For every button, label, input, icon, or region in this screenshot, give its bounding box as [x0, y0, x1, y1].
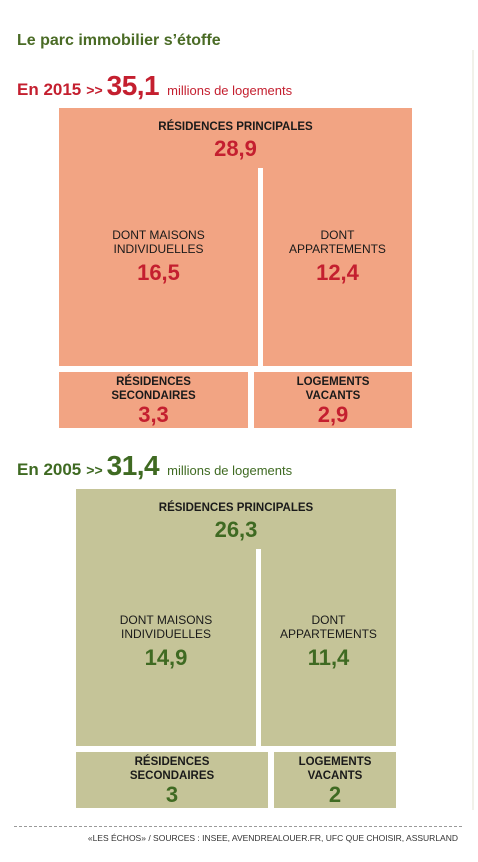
value-2005-principales: 26,3	[214, 517, 258, 542]
dashed-separator	[14, 826, 462, 827]
unit-2005: millions de logements	[167, 463, 293, 478]
unit-2015: millions de logements	[167, 83, 293, 98]
year-label-2005: En 2005	[17, 460, 82, 479]
value-2015-appartements: 12,4	[316, 260, 359, 285]
label-2005-secondaires-1: RÉSIDENCES	[134, 756, 210, 768]
block-2015-maisons: DONT MAISONS INDIVIDUELLES 16,5	[59, 228, 258, 308]
year-label-2015: En 2015	[17, 80, 82, 99]
block-2005-secondaires: RÉSIDENCES SECONDAIRES 3	[76, 752, 268, 808]
label-2005-maisons-2: INDIVIDUELLES	[120, 627, 212, 641]
value-2005-maisons: 14,9	[144, 645, 188, 670]
value-2015-vacants: 2,9	[317, 402, 349, 427]
label-2015-appartements-2: APPARTEMENTS	[289, 242, 386, 256]
value-2005-vacants: 2	[328, 782, 342, 807]
label-2015-secondaires-2: SECONDAIRES	[111, 390, 196, 402]
source-credit: «LES ÉCHOS» / SOURCES : INSEE, AVENDREAL…	[87, 833, 458, 843]
block-2015-vacants: LOGEMENTS VACANTS 2,9	[254, 372, 412, 428]
value-2005-secondaires: 3	[165, 782, 179, 807]
label-2005-maisons-1: DONT MAISONS	[119, 613, 213, 627]
label-2015-maisons-1: DONT MAISONS	[112, 228, 205, 242]
label-2005-appartements-1: DONT	[311, 613, 346, 627]
label-2005-vacants-1: LOGEMENTS	[298, 756, 372, 768]
label-2005-principales: RÉSIDENCES PRINCIPALES	[158, 502, 314, 514]
block-2005-vacants: LOGEMENTS VACANTS 2	[274, 752, 396, 808]
separator-2005: >>	[86, 462, 103, 478]
divider-2015-principales	[258, 168, 263, 366]
label-2015-principales: RÉSIDENCES PRINCIPALES	[158, 121, 313, 133]
label-2015-appartements-1: DONT	[320, 228, 355, 242]
label-2015-secondaires-1: RÉSIDENCES	[116, 376, 191, 388]
separator-2015: >>	[86, 82, 103, 98]
block-2005-principales: RÉSIDENCES PRINCIPALES 26,3	[76, 489, 396, 746]
label-2005-appartements-2: APPARTEMENTS	[280, 627, 377, 641]
page-edge	[472, 50, 474, 810]
value-2015-secondaires: 3,3	[138, 402, 169, 427]
block-2015-secondaires: RÉSIDENCES SECONDAIRES 3,3	[59, 372, 248, 428]
value-2015-maisons: 16,5	[137, 260, 180, 285]
chart-title: Le parc immobilier s’étoffe	[17, 32, 221, 49]
block-2005-maisons: DONT MAISONS INDIVIDUELLES 14,9	[76, 613, 256, 693]
divider-2005-principales	[256, 549, 261, 746]
label-2015-vacants-2: VACANTS	[305, 390, 361, 402]
label-2005-vacants-2: VACANTS	[307, 770, 363, 782]
block-2005-appartements: DONT APPARTEMENTS 11,4	[261, 613, 396, 693]
total-2015: 35,1	[106, 70, 160, 101]
block-2015-principales: RÉSIDENCES PRINCIPALES 28,9	[59, 108, 412, 366]
value-2015-principales: 28,9	[214, 136, 257, 161]
label-2015-maisons-2: INDIVIDUELLES	[113, 242, 204, 256]
heading-2005: En 2005 >> 31,4 millions de logements	[17, 450, 292, 482]
label-2005-secondaires-2: SECONDAIRES	[129, 770, 215, 782]
block-2015-appartements: DONT APPARTEMENTS 12,4	[263, 228, 412, 308]
total-2005: 31,4	[106, 450, 160, 481]
heading-2015: En 2015 >> 35,1 millions de logements	[17, 70, 292, 102]
value-2005-appartements: 11,4	[307, 645, 350, 670]
label-2015-vacants-1: LOGEMENTS	[296, 376, 370, 388]
